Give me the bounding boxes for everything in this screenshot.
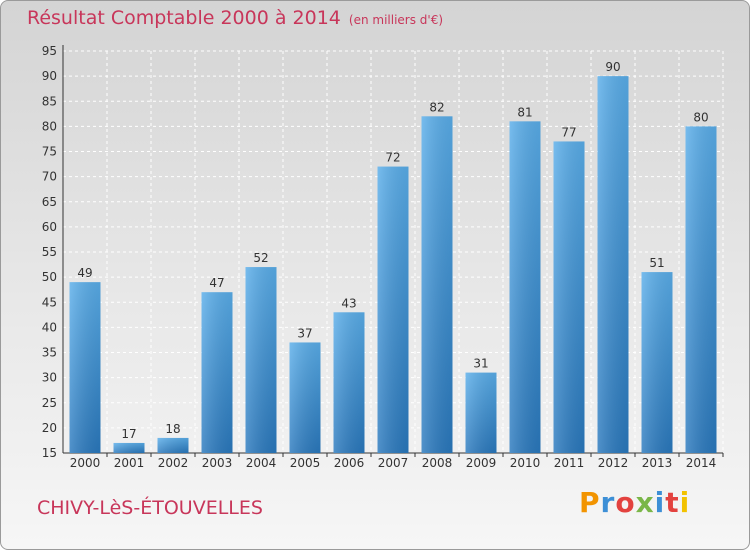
x-tick-label: 2001 [114, 456, 145, 470]
bar-shade [641, 272, 673, 453]
title-subtitle: (en milliers d'€) [348, 13, 444, 27]
y-tick-label: 60 [42, 220, 57, 234]
x-tick-label: 2012 [598, 456, 629, 470]
x-tick-label: 2002 [158, 456, 189, 470]
data-label: 31 [473, 357, 488, 371]
y-tick-label: 85 [42, 94, 57, 108]
bars [69, 76, 717, 453]
data-label: 77 [561, 125, 576, 139]
bar-shade [685, 126, 717, 453]
x-tick-label: 2009 [466, 456, 497, 470]
x-tick-label: 2014 [686, 456, 717, 470]
x-tick-label: 2007 [378, 456, 409, 470]
data-label: 80 [693, 110, 708, 124]
y-tick-label: 80 [42, 119, 57, 133]
x-tick-label: 2004 [246, 456, 277, 470]
bar-shade [421, 116, 453, 453]
x-tick-label: 2006 [334, 456, 365, 470]
chart-title: Résultat Comptable 2000 à 2014 (en millie… [27, 7, 443, 29]
bar-shade [289, 342, 321, 453]
logo-letter: P [579, 486, 601, 519]
y-tick-label: 95 [42, 44, 57, 58]
data-label: 43 [341, 296, 356, 310]
data-label: 47 [209, 276, 224, 290]
data-label: 52 [253, 251, 268, 265]
x-tick-label: 2011 [554, 456, 585, 470]
y-tick-label: 25 [42, 396, 57, 410]
bar-shade [69, 282, 101, 453]
y-tick-label: 50 [42, 270, 57, 284]
y-tick-label: 30 [42, 371, 57, 385]
data-label: 18 [165, 422, 180, 436]
x-tick-label: 2003 [202, 456, 233, 470]
y-tick-label: 55 [42, 245, 57, 259]
x-tick-label: 2000 [70, 456, 101, 470]
logo-letter: t [665, 486, 680, 519]
y-tick-label: 20 [42, 421, 57, 435]
x-tick-label: 2010 [510, 456, 541, 470]
labels: 15 20 25 30 35 40 45 50 55 60 65 70 75 80 85 90 95 49 2000… [42, 44, 717, 470]
bar-shade [201, 292, 233, 453]
bar-shade [377, 166, 409, 453]
logo-letter: r [600, 486, 616, 519]
y-tick-label: 15 [42, 446, 57, 460]
proxiti-logo[interactable]: Proxiti [579, 486, 690, 519]
y-tick-label: 35 [42, 346, 57, 360]
data-label: 72 [385, 151, 400, 165]
data-label: 49 [77, 266, 92, 280]
data-label: 90 [605, 60, 620, 74]
logo-letter: x [635, 486, 655, 519]
bar-shade [553, 141, 585, 453]
y-tick-label: 40 [42, 320, 57, 334]
logo-letter: i [654, 486, 666, 519]
x-tick-label: 2008 [422, 456, 453, 470]
place-name: CHIVY-LèS-ÉTOUVELLES [37, 497, 263, 519]
y-tick-label: 70 [42, 170, 57, 184]
y-tick-label: 45 [42, 295, 57, 309]
x-tick-label: 2013 [642, 456, 673, 470]
bar-shade [509, 121, 541, 453]
bar-shade [597, 76, 629, 453]
x-tick-label: 2005 [290, 456, 321, 470]
bar-shade [333, 312, 365, 453]
bar-shade [245, 267, 277, 453]
data-label: 51 [649, 256, 664, 270]
y-tick-label: 90 [42, 69, 57, 83]
logo-letter: o [615, 486, 636, 519]
bar-shade [465, 372, 497, 453]
y-tick-label: 75 [42, 145, 57, 159]
bar-shade [157, 437, 189, 453]
logo-letter: i [679, 486, 691, 519]
y-tick-label: 65 [42, 195, 57, 209]
data-label: 81 [517, 105, 532, 119]
bar-shade [113, 442, 145, 453]
data-label: 37 [297, 326, 312, 340]
data-label: 17 [121, 427, 136, 441]
data-label: 82 [429, 100, 444, 114]
title-main: Résultat Comptable 2000 à 2014 [27, 7, 341, 29]
